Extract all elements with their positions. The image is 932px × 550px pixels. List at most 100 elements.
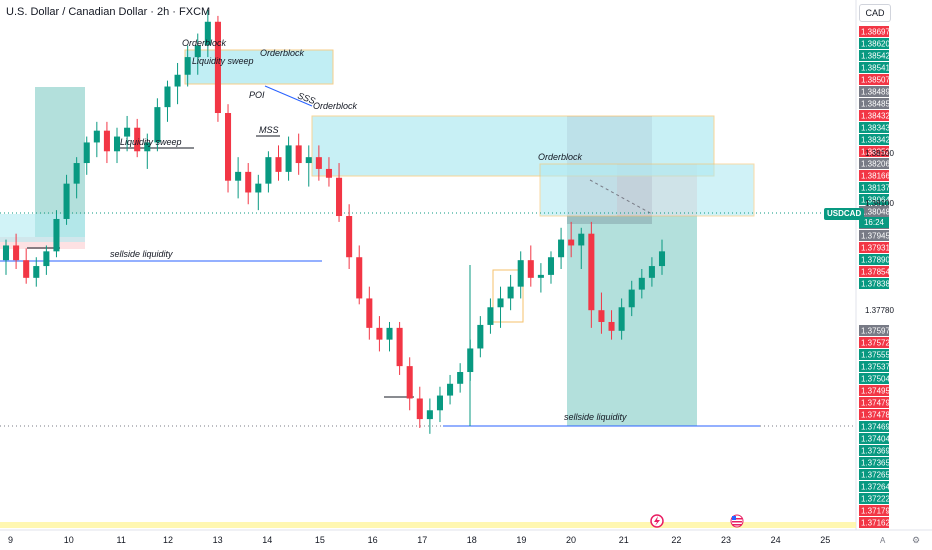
- candle-body: [537, 274, 544, 278]
- price-label: 1.37478: [861, 411, 890, 420]
- candle-body: [23, 260, 30, 278]
- us-flag-stripe: [732, 518, 742, 520]
- price-label: 1.37479: [861, 399, 890, 408]
- price-label: 1.37495: [861, 387, 890, 396]
- us-flag-canton: [732, 516, 736, 520]
- time-axis-tick: 12: [163, 535, 173, 545]
- price-label-bg: [859, 385, 889, 396]
- price-label: 1.37931: [861, 244, 890, 253]
- price-axis-tick: 1.38100: [865, 199, 894, 208]
- candle-body: [497, 298, 504, 308]
- candle-body: [336, 177, 343, 217]
- candle-body: [356, 257, 363, 299]
- time-axis-tick: 24: [771, 535, 781, 545]
- price-label: 1.38342: [861, 136, 890, 145]
- candle-body: [305, 157, 312, 164]
- candle-body: [13, 245, 20, 261]
- price-label: 1.37369: [861, 447, 890, 456]
- candle-body: [134, 127, 141, 152]
- auto-scale-button: A: [880, 536, 886, 545]
- chart-annotation: Liquidity sweep: [192, 56, 254, 66]
- candle-body: [204, 21, 211, 46]
- sss-arrow: [264, 85, 313, 107]
- candle-body: [558, 239, 565, 258]
- price-label: 1.37537: [861, 363, 890, 372]
- price-label: 1.37264: [861, 483, 890, 492]
- candle-body: [83, 142, 90, 164]
- price-axis-tick: 1.38100: [865, 149, 894, 158]
- chart-annotation: MSS: [259, 125, 279, 135]
- price-label-bg: [859, 457, 889, 468]
- price-label: 1.38252: [861, 148, 890, 157]
- price-label: 1.38697: [861, 28, 890, 37]
- candle-body: [2, 245, 10, 261]
- target-zone: [567, 216, 697, 426]
- candle-body: [144, 142, 151, 152]
- us-flag-stripe: [732, 521, 742, 523]
- price-label: 1.37572: [861, 339, 890, 348]
- candle-body: [103, 130, 110, 152]
- candle-body: [194, 45, 201, 58]
- candle-body: [658, 251, 666, 267]
- price-label: 1.37469: [861, 423, 890, 432]
- candle-body: [265, 157, 272, 184]
- price-label: 1.37504: [861, 375, 890, 384]
- price-label-bg: [859, 481, 889, 492]
- price-label-bg: [859, 74, 889, 85]
- price-label-bg: [859, 194, 889, 205]
- price-label: 1.37404: [861, 435, 890, 444]
- candle-body: [426, 410, 433, 420]
- candle-body: [517, 260, 524, 287]
- candle-body: [73, 163, 80, 184]
- bar-countdown: 16:24: [859, 217, 889, 228]
- price-label-bg: [859, 158, 889, 169]
- candle-body: [245, 171, 252, 193]
- price-label-bg: [859, 517, 889, 528]
- candle-body: [275, 157, 282, 172]
- price-label-bg: [859, 421, 889, 432]
- time-axis-tick: 14: [262, 535, 272, 545]
- currency-selector[interactable]: CAD: [859, 4, 891, 22]
- orderblock-zone-left: [0, 214, 85, 242]
- price-label-bg: [859, 122, 889, 133]
- chart-annotation: Orderblock: [260, 48, 305, 58]
- time-axis-tick: 11: [117, 535, 126, 545]
- price-axis-tick: 1.37780: [865, 306, 894, 315]
- price-label-bg: [859, 98, 889, 109]
- price-label-bg: [859, 230, 889, 241]
- price-label-bg: [859, 26, 889, 37]
- candle-body: [154, 107, 161, 143]
- candle-body: [447, 383, 454, 396]
- candle-body: [255, 183, 262, 193]
- candle-body: [578, 233, 585, 246]
- price-label: 1.37555: [861, 351, 890, 360]
- candle-body: [628, 289, 635, 308]
- price-label-bg: [859, 254, 889, 265]
- price-label: 1.38048: [861, 208, 890, 217]
- price-label-bg: [859, 409, 889, 420]
- symbol-badge: USDCAD: [824, 208, 865, 220]
- candle-body: [295, 145, 302, 164]
- price-label: 1.37222: [861, 495, 890, 504]
- price-label-bg: [859, 242, 889, 253]
- time-axis-tick: 19: [516, 535, 526, 545]
- price-label: 1.38489: [861, 88, 890, 97]
- candle-body: [588, 233, 595, 311]
- candle-body: [346, 216, 353, 258]
- time-axis-tick: 21: [619, 535, 629, 545]
- candle-body: [376, 327, 383, 340]
- chart-annotation: POI: [249, 90, 265, 100]
- candle-body: [325, 168, 332, 178]
- price-label: 1.37365: [861, 459, 890, 468]
- candle-body: [43, 251, 50, 267]
- price-label: 1.38064: [861, 196, 890, 205]
- chart-annotation: sellside liquidity: [110, 249, 173, 259]
- candle-body: [184, 57, 191, 75]
- price-label: 1.38507: [861, 76, 890, 85]
- price-label: 1.37597: [861, 327, 890, 336]
- candle-body: [608, 321, 615, 331]
- price-label-bg: [859, 62, 889, 73]
- price-label-bg: [859, 50, 889, 61]
- candle-body: [547, 257, 555, 275]
